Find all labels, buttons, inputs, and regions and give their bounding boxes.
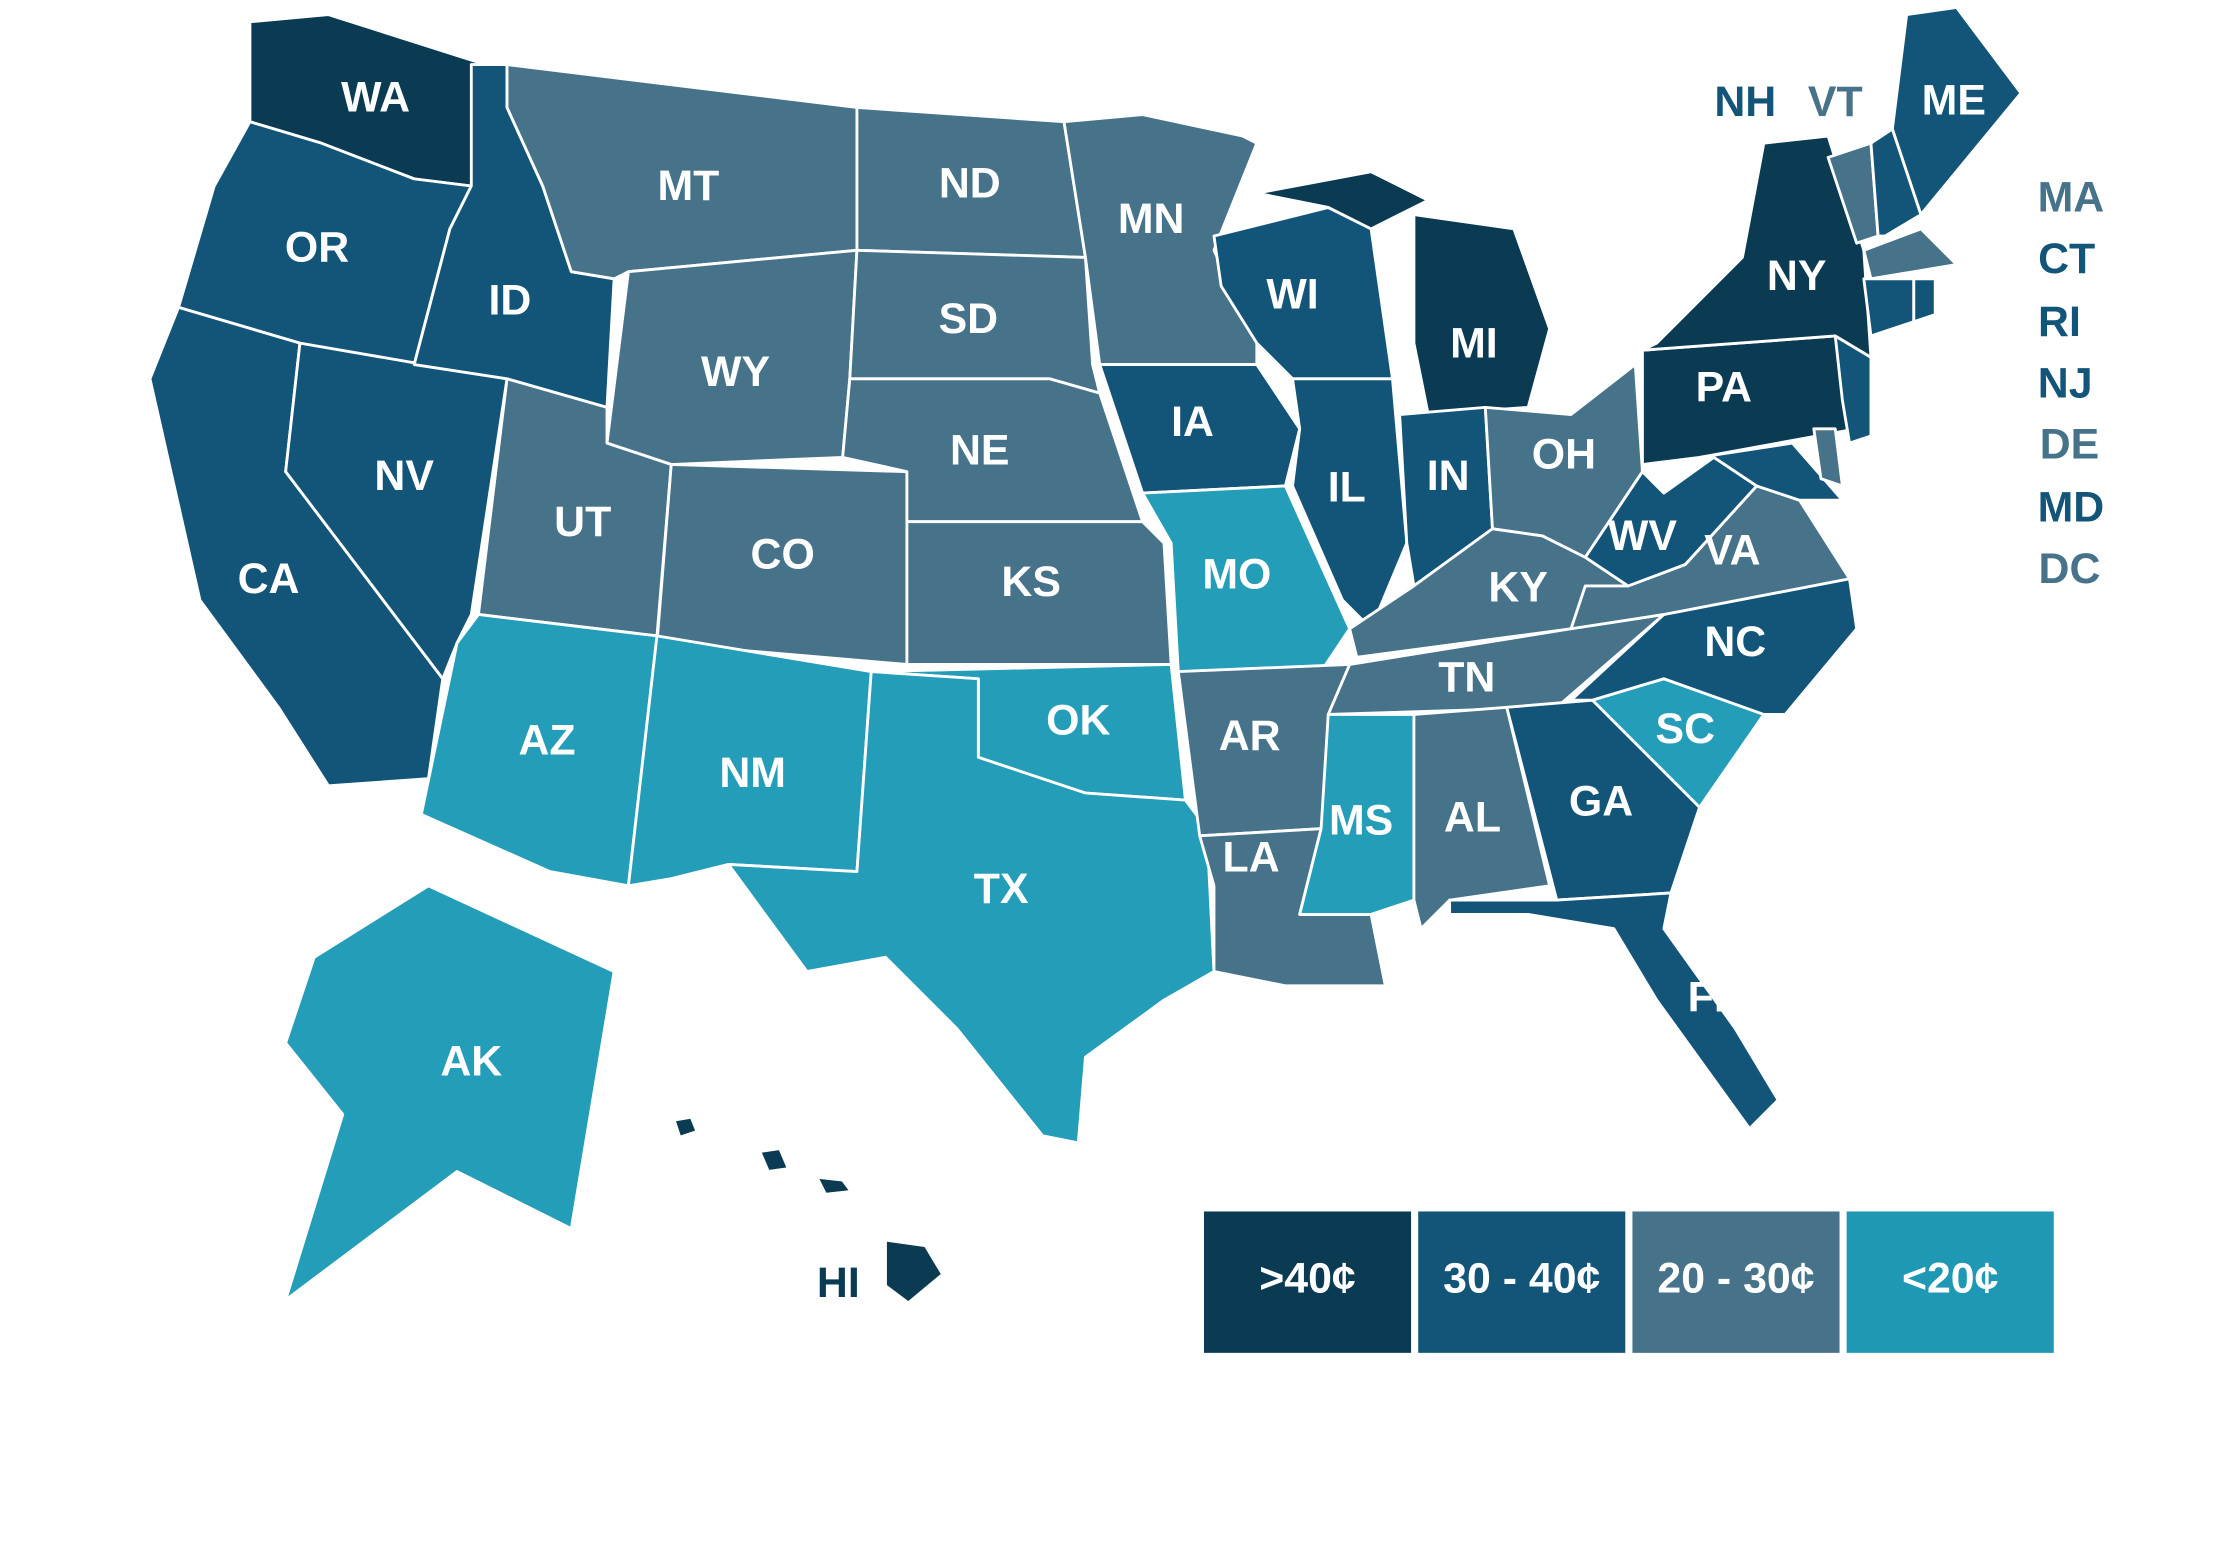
state-label: NJ	[2038, 359, 2093, 407]
state-label: NY	[1767, 252, 1827, 300]
state-shape	[815, 1175, 853, 1196]
state-label: AZ	[518, 716, 575, 764]
state-shape	[1890, 6, 2023, 216]
state-label: SC	[1656, 705, 1715, 753]
state-label: OK	[1046, 696, 1110, 744]
state-shape	[1412, 213, 1552, 416]
state-labels: WA OR CA NV ID MT WY UT CO AZ NM ND SD NE KS OK TX MN IA MO…	[238, 74, 2105, 1307]
state-label: IN	[1427, 452, 1470, 500]
state-label: AL	[1444, 793, 1501, 841]
state-label: AR	[1219, 712, 1281, 760]
state-shape	[672, 1115, 699, 1139]
state-label: FL	[1688, 973, 1740, 1021]
state-label: RI	[2038, 298, 2081, 346]
state-label: LA	[1223, 833, 1280, 881]
state-label: NC	[1704, 618, 1766, 666]
legend-label: 30 - 40¢	[1443, 1255, 1600, 1303]
state-label: CO	[751, 531, 815, 579]
state-label: VA	[1704, 526, 1760, 574]
state-label: WI	[1266, 271, 1318, 319]
state-label: GA	[1569, 778, 1633, 826]
state-shape	[884, 1238, 945, 1305]
state-label: IL	[1328, 464, 1366, 512]
state-shape	[1833, 334, 1873, 445]
state-label: IA	[1171, 398, 1214, 446]
state-shape	[1912, 277, 1937, 324]
state-label: TX	[974, 865, 1029, 913]
legend-swatch	[1632, 1211, 1840, 1353]
state-shape	[1869, 127, 1923, 238]
state-shape	[1812, 427, 1844, 488]
state-label: ID	[488, 276, 531, 324]
state-label: MI	[1450, 319, 1498, 367]
state-shape	[1326, 613, 1666, 716]
state-label: MN	[1118, 195, 1185, 243]
state-shape	[905, 520, 1173, 666]
state-label: MT	[657, 162, 719, 210]
state-shape	[1862, 277, 1916, 338]
state-label: WY	[701, 348, 770, 396]
state-label: NV	[374, 452, 434, 500]
state-label: CA	[238, 555, 300, 603]
state-label: MO	[1202, 551, 1271, 599]
state-label: KY	[1488, 564, 1548, 612]
state-label: ND	[939, 159, 1001, 207]
state-label: MA	[2038, 174, 2105, 222]
state-shape	[1448, 891, 1780, 1131]
state-label: SD	[939, 295, 999, 343]
state-label: NE	[950, 426, 1010, 474]
state-label: WA	[341, 74, 410, 122]
state-label: OH	[1532, 431, 1596, 479]
state-shape	[284, 884, 616, 1302]
state-label: PA	[1696, 364, 1752, 412]
state-shape	[1862, 227, 1959, 281]
state-label: OR	[285, 224, 349, 272]
state-shape	[1291, 377, 1409, 631]
state-shape	[726, 670, 1216, 1145]
state-shape	[1255, 170, 1430, 231]
state-label: UT	[554, 498, 611, 546]
state-label: AK	[440, 1038, 502, 1086]
state-label: DE	[2040, 421, 2100, 469]
legend-swatch	[1203, 1211, 1412, 1353]
legend-label: <20¢	[1902, 1255, 1998, 1303]
state-label: TN	[1438, 653, 1495, 701]
state-label: CT	[2038, 235, 2095, 283]
state-label: ME	[1922, 76, 1986, 124]
state-shape	[1698, 441, 1844, 502]
state-label: VT	[1808, 78, 1863, 126]
state-label: HI	[817, 1259, 860, 1307]
state-label: WV	[1608, 512, 1677, 560]
state-label: MS	[1329, 796, 1393, 844]
state-shape	[758, 1147, 790, 1173]
state-label: KS	[1001, 558, 1061, 606]
state-label: NH	[1714, 78, 1776, 126]
legend-swatch	[1846, 1211, 2054, 1353]
legend-swatch	[1418, 1211, 1626, 1353]
legend-label: >40¢	[1259, 1255, 1355, 1303]
state-label: DC	[2039, 545, 2101, 593]
legend: >40¢ 30 - 40¢ 20 - 30¢ <20¢	[1203, 1211, 2054, 1353]
state-shape	[1098, 363, 1302, 495]
state-label: NM	[719, 749, 786, 797]
state-shapes	[148, 6, 2023, 1305]
legend-label: 20 - 30¢	[1657, 1255, 1814, 1303]
state-label: MD	[2038, 484, 2105, 532]
